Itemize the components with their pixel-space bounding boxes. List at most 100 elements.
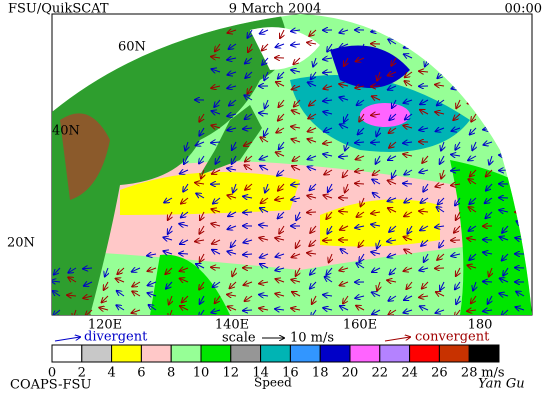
colorbar-tick: 0 xyxy=(48,366,56,381)
wind-arrow xyxy=(373,169,381,175)
wind-arrow xyxy=(487,57,493,65)
wind-arrow xyxy=(388,180,397,184)
wind-arrow xyxy=(455,281,461,289)
lon-label: 160E xyxy=(343,318,377,333)
wind-arrow xyxy=(441,169,444,179)
wind-arrow xyxy=(148,282,157,285)
wind-arrow xyxy=(387,240,397,241)
wind-arrow xyxy=(117,291,125,297)
wind-arrow xyxy=(471,295,477,303)
divergent-arrow xyxy=(54,337,80,342)
colorbar-swatch xyxy=(230,344,262,363)
wind-arrow xyxy=(452,30,461,34)
wind-arrow xyxy=(227,30,237,33)
wind-arrow xyxy=(515,128,525,131)
wind-arrow xyxy=(211,69,221,72)
colorbar-label: Speed xyxy=(254,376,292,390)
wind-arrow xyxy=(199,281,205,290)
wind-arrow xyxy=(243,240,253,243)
wind-arrow xyxy=(196,264,205,268)
wind-arrow xyxy=(404,26,413,30)
wind-arrow xyxy=(423,183,429,192)
wind-arrow xyxy=(468,100,477,103)
wind-arrow xyxy=(292,155,301,161)
wind-arrow xyxy=(356,263,365,269)
wind-arrow xyxy=(326,267,333,275)
wind-arrow xyxy=(275,198,285,200)
wind-arrow xyxy=(454,225,461,233)
wind-arrow xyxy=(183,183,189,192)
wind-arrow xyxy=(243,310,253,311)
wind-arrow xyxy=(358,239,365,247)
wind-arrow xyxy=(419,268,429,270)
colorbar-unit: m/s xyxy=(481,366,504,381)
wind-arrow xyxy=(344,57,348,66)
wind-arrow xyxy=(215,295,221,303)
wind-arrow xyxy=(323,86,333,89)
wind-arrow xyxy=(309,99,317,106)
wind-arrow xyxy=(456,99,460,108)
lon-label: 140E xyxy=(215,318,249,333)
wind-arrow xyxy=(308,128,317,132)
wind-arrow xyxy=(500,41,509,44)
wind-arrow xyxy=(213,281,221,287)
wind-arrow xyxy=(280,29,284,38)
map xyxy=(52,14,532,315)
wind-arrow xyxy=(165,267,173,274)
wind-arrow xyxy=(377,71,380,81)
wind-arrow xyxy=(169,309,172,315)
wind-arrow xyxy=(420,44,429,48)
colorbar-tick: 4 xyxy=(107,366,115,381)
wind-arrow xyxy=(437,207,445,213)
wind-arrow xyxy=(328,183,332,192)
wind-arrow xyxy=(456,267,460,276)
wind-arrow xyxy=(340,282,349,285)
wind-arrow xyxy=(291,30,301,31)
wind-arrow xyxy=(292,254,301,257)
wind-arrow xyxy=(453,113,461,120)
wind-arrow xyxy=(484,109,493,114)
wind-arrow xyxy=(275,268,285,270)
wind-arrow xyxy=(278,71,285,79)
wind-arrow xyxy=(179,253,189,254)
wind-arrow xyxy=(419,71,429,72)
colorbar-tick: 6 xyxy=(137,366,145,381)
wind-arrow xyxy=(455,197,461,205)
wind-arrow xyxy=(245,183,253,190)
wind-arrow xyxy=(180,240,189,244)
wind-arrow xyxy=(211,310,221,313)
wind-arrow xyxy=(403,154,413,156)
wind-arrow xyxy=(326,211,333,219)
wind-arrow xyxy=(451,184,461,185)
wind-arrow xyxy=(227,128,237,130)
wind-arrow xyxy=(435,85,445,86)
wind-arrow xyxy=(195,183,205,184)
wind-arrow xyxy=(102,295,109,302)
wind-arrow xyxy=(404,237,413,240)
wind-arrow xyxy=(310,267,317,275)
legend-scale: scale xyxy=(222,331,256,346)
wind-arrow xyxy=(169,295,172,304)
wind-arrow xyxy=(469,253,477,260)
wind-arrow xyxy=(483,142,493,145)
wind-arrow xyxy=(339,30,349,33)
footer-left: COAPS-FSU xyxy=(10,378,91,393)
wind-arrow xyxy=(211,125,221,128)
wind-arrow xyxy=(230,281,237,288)
wind-arrow xyxy=(470,127,477,134)
wind-arrow xyxy=(248,43,252,52)
wind-arrow xyxy=(180,268,189,271)
wind-arrow xyxy=(245,155,253,162)
colorbar-tick: 22 xyxy=(372,366,389,381)
wind-arrow xyxy=(278,183,285,191)
wind-arrow xyxy=(438,197,445,204)
wind-arrow xyxy=(199,225,204,234)
wind-arrow xyxy=(356,58,365,61)
wind-arrow xyxy=(311,309,317,315)
wind-arrow xyxy=(117,267,125,274)
wind-arrow xyxy=(292,292,301,296)
wind-arrow xyxy=(455,309,461,315)
wind-arrow xyxy=(228,306,237,310)
wind-arrow xyxy=(83,268,93,269)
